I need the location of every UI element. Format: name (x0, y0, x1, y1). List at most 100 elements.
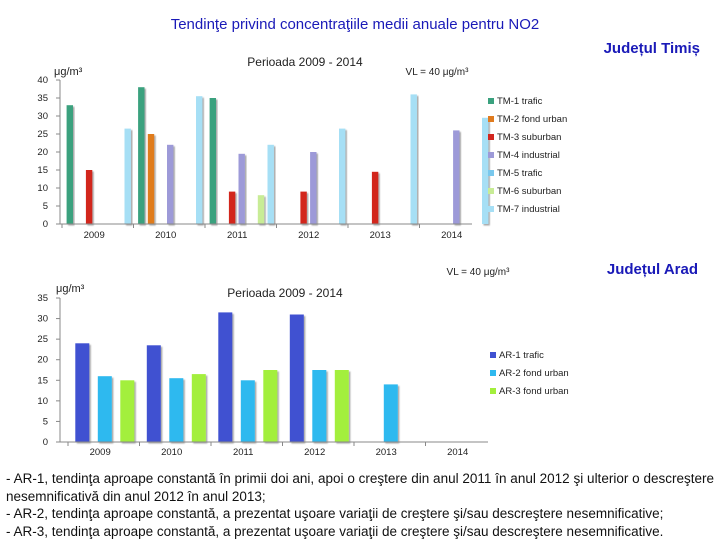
bar-tm-1-trafic-2011 (209, 98, 216, 224)
bar-tm-7-industrial-2013 (410, 94, 417, 225)
legend-swatch (488, 116, 494, 122)
chart-arad-region-label: Județul Arad (607, 261, 698, 278)
bar-ar-2-fond-urban-2012 (312, 370, 327, 442)
chart-arad-xtick-label: 2010 (161, 447, 182, 458)
legend-swatch (490, 370, 496, 376)
chart-timis-ytick-label: 35 (37, 93, 48, 104)
chart-arad-yticks: 0 5 10 15 20 25 30 35 (37, 293, 60, 448)
bar-tm-1-trafic-2009 (66, 105, 73, 224)
legend-label: TM-5 trafic (497, 168, 543, 179)
bar-ar-1-trafic-2009 (75, 343, 90, 442)
bar-ar-2-fond-urban-2013 (383, 384, 398, 442)
bar-ar-2-fond-urban-2010 (169, 378, 184, 442)
legend-label: AR-1 trafic (499, 350, 544, 361)
chart-timis-ytick-label: 5 (43, 201, 48, 212)
bar-tm-7-industrial-2011 (267, 144, 274, 224)
bar-tm-7-industrial-2010 (196, 96, 203, 224)
chart-arad-xtick-label: 2014 (447, 447, 468, 458)
chart-arad: Județul Arad VL = 40 μg/m³ μg/m³ Perioad… (37, 261, 698, 458)
legend-label: TM-7 industrial (497, 204, 560, 215)
notes: - AR-1, tendinţa aproape constantă în pr… (6, 470, 714, 540)
chart-arad-xtick-label: 2011 (233, 447, 253, 458)
chart-arad-vl-label: VL = 40 μg/m³ (447, 267, 511, 278)
chart-arad-ytick-label: 20 (37, 355, 48, 366)
legend-swatch (488, 98, 494, 104)
bar-tm-7-industrial-2012 (339, 128, 346, 224)
chart-arad-xtick-label: 2013 (376, 447, 397, 458)
chart-arad-ytick-label: 35 (37, 293, 48, 304)
bar-tm-3-suburban-2009 (85, 170, 93, 224)
note-ar1: - AR-1, tendinţa aproape constantă în pr… (6, 471, 714, 504)
chart-timis-xticks: 2009 2010 2011 2012 2013 2014 (61, 224, 462, 241)
legend-swatch (488, 170, 494, 176)
legend-label: TM-1 trafic (497, 96, 543, 107)
bar-tm-3-suburban-2012 (300, 191, 307, 224)
legend-swatch (488, 188, 494, 194)
bar-ar-1-trafic-2010 (146, 345, 161, 442)
chart-timis-ytick-label: 20 (37, 147, 48, 158)
chart-timis-xtick-label: 2014 (441, 230, 462, 241)
legend-label: AR-2 fond urban (499, 368, 569, 379)
chart-arad-ytick-label: 15 (37, 375, 48, 386)
bar-tm-4-industrial-2012 (310, 152, 317, 224)
chart-timis-xtick-label: 2012 (298, 230, 319, 241)
chart-timis-legend: TM-1 trafic TM-2 fond urban TM-3 suburban T… (488, 96, 567, 215)
bar-ar-1-trafic-2011 (218, 312, 233, 442)
legend-swatch (488, 206, 494, 212)
bar-ar-3-fond-urban-2010 (191, 374, 206, 442)
chart-timis-title: Perioada 2009 - 2014 (247, 55, 363, 69)
chart-timis: Județul Timiș Perioada 2009 - 2014 VL = … (37, 40, 700, 241)
legend-swatch (488, 152, 494, 158)
legend-label: TM-4 industrial (497, 150, 560, 161)
note-ar3: - AR-3, tendinţa aproape constantă, a pr… (6, 523, 664, 539)
chart-arad-xtick-label: 2009 (90, 447, 111, 458)
chart-timis-ylabel: μg/m³ (54, 66, 83, 78)
legend-label: TM-6 suburban (497, 186, 561, 197)
bar-tm-7-industrial-2014 (482, 117, 489, 224)
chart-arad-xtick-label: 2012 (304, 447, 325, 458)
chart-arad-ytick-label: 5 (43, 416, 48, 427)
chart-arad-ytick-label: 25 (37, 334, 48, 345)
bar-ar-3-fond-urban-2009 (120, 380, 135, 442)
bar-tm-6-suburban-2011 (257, 195, 265, 224)
bar-tm-4-industrial-2011 (238, 153, 245, 224)
chart-arad-ytick-label: 30 (37, 314, 48, 325)
chart-timis-ytick-label: 25 (37, 129, 48, 140)
chart-timis-vl-label: VL = 40 μg/m³ (406, 67, 470, 78)
bar-tm-7-industrial-2009 (124, 128, 131, 224)
chart-timis-xtick-label: 2011 (227, 230, 247, 241)
bar-tm-4-industrial-2014 (453, 130, 460, 224)
chart-timis-ytick-label: 30 (37, 111, 48, 122)
legend-swatch (488, 134, 494, 140)
chart-timis-ytick-label: 0 (43, 219, 48, 230)
chart-arad-bars (75, 312, 398, 442)
bar-tm-4-industrial-2010 (167, 144, 174, 224)
chart-timis-ytick-label: 10 (37, 183, 48, 194)
chart-timis-ytick-label: 15 (37, 165, 48, 176)
page-title: Tendinţe privind concentraţiile medii an… (171, 16, 540, 33)
chart-arad-ytick-label: 0 (43, 437, 48, 448)
note-ar2: - AR-2, tendinţa aproape constantă, a pr… (6, 506, 664, 521)
legend-swatch (490, 352, 496, 358)
chart-arad-xticks: 2009 2010 2011 2012 2013 2014 (67, 442, 468, 458)
chart-arad-ytick-label: 10 (37, 396, 48, 407)
chart-timis-xtick-label: 2010 (155, 230, 176, 241)
chart-arad-ylabel: μg/m³ (56, 283, 85, 295)
legend-label: TM-3 suburban (497, 132, 561, 143)
chart-timis-xtick-label: 2013 (370, 230, 391, 241)
legend-label: AR-3 fond urban (499, 386, 569, 397)
bar-tm-3-suburban-2011 (228, 191, 236, 224)
chart-timis-yticks: 0 5 10 15 20 25 30 35 40 (37, 75, 60, 230)
bar-tm-2-fond-urban-2010 (147, 134, 155, 224)
chart-timis-ytick-label: 40 (37, 75, 48, 86)
chart-timis-region-label: Județul Timiș (604, 40, 700, 57)
chart-arad-legend: AR-1 trafic AR-2 fond urban AR-3 fond urba… (490, 350, 569, 397)
chart-timis-bars (66, 87, 489, 225)
bar-ar-2-fond-urban-2009 (97, 376, 112, 442)
bar-tm-1-trafic-2010 (138, 87, 145, 224)
bar-ar-2-fond-urban-2011 (240, 380, 255, 442)
legend-swatch (490, 388, 496, 394)
bar-tm-3-suburban-2013 (371, 171, 379, 224)
legend-label: TM-2 fond urban (497, 114, 567, 125)
